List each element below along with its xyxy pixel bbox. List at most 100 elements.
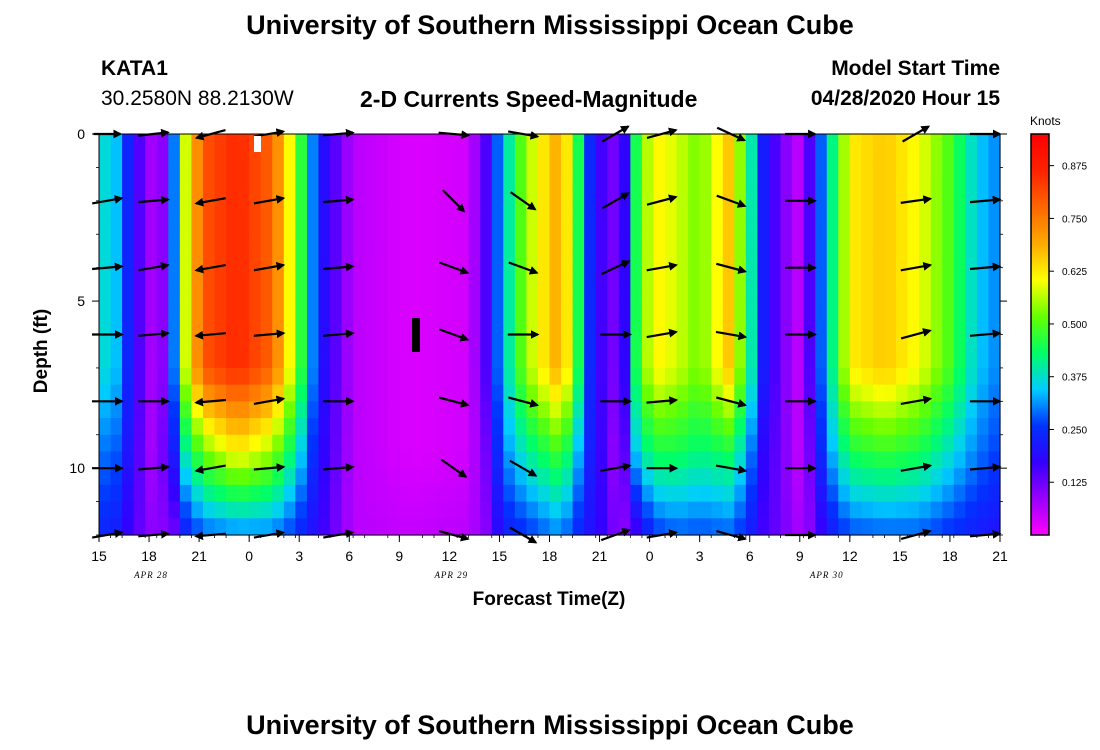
heatmap-cell (722, 468, 735, 486)
heatmap-cell (861, 434, 874, 453)
heatmap-cell (410, 234, 424, 252)
heatmap-cell (457, 150, 470, 169)
heatmap-cell (422, 501, 435, 519)
heatmap-cell (884, 150, 897, 169)
heatmap-cell (283, 501, 296, 519)
heatmap-cell (503, 418, 516, 436)
heatmap-cell (526, 351, 539, 369)
heatmap-cell (757, 401, 770, 419)
heatmap-cell (214, 200, 227, 219)
heatmap-cell (122, 468, 135, 486)
heatmap-cell (214, 518, 227, 536)
heatmap-cell (711, 418, 724, 436)
heatmap-cell (318, 501, 331, 519)
heatmap-cell (630, 501, 643, 519)
heatmap-cell (179, 401, 193, 419)
heatmap-cell (595, 134, 608, 152)
heatmap-cell (953, 217, 966, 235)
heatmap-cell (306, 334, 320, 352)
heatmap-cell (595, 317, 608, 336)
heatmap-cell (607, 200, 620, 219)
heatmap-cell (306, 150, 320, 169)
heatmap-cell (249, 217, 262, 235)
heatmap-cell (930, 518, 943, 536)
heatmap-cell (942, 301, 955, 319)
heatmap-cell (480, 401, 493, 419)
heatmap-cell (711, 200, 724, 219)
heatmap-cell (526, 184, 539, 202)
heatmap-cell (422, 384, 435, 402)
heatmap-cell (653, 501, 666, 519)
heatmap-cell (699, 167, 712, 185)
heatmap-cell (907, 484, 920, 503)
heatmap-cell (491, 150, 504, 169)
heatmap-cell (549, 150, 562, 169)
heatmap-cell (283, 401, 296, 419)
heatmap-cell (422, 334, 435, 352)
heatmap-cell (792, 484, 805, 503)
heatmap-cell (792, 184, 805, 202)
heatmap-cell (457, 351, 470, 369)
heatmap-cell (110, 384, 123, 402)
heatmap-cell (214, 451, 227, 469)
heatmap-cell (283, 518, 296, 536)
heatmap-cell (99, 301, 112, 319)
current-vector-arrow (646, 261, 678, 272)
heatmap-cell (191, 418, 204, 436)
heatmap-cell (988, 484, 1001, 503)
heatmap-cell (503, 217, 516, 235)
heatmap-cell (641, 334, 655, 352)
heatmap-cell (433, 501, 447, 519)
heatmap-cell (376, 434, 389, 453)
heatmap-cell (688, 418, 701, 436)
heatmap-cell (699, 418, 712, 436)
heatmap-cell (260, 468, 273, 486)
heatmap-cell (191, 250, 204, 269)
heatmap-cell (202, 434, 216, 453)
heatmap-cell (607, 367, 620, 386)
heatmap-cell (572, 484, 585, 503)
heatmap-cell (468, 234, 481, 252)
heatmap-cell (491, 518, 504, 536)
heatmap-cell (503, 250, 516, 269)
current-vector-arrow (509, 459, 538, 477)
colorbar-tick-label: 0.500 (1062, 320, 1087, 331)
heatmap-cell (988, 434, 1001, 453)
heatmap-cell (260, 501, 273, 519)
heatmap-cell (457, 451, 470, 469)
heatmap-cell (364, 150, 377, 169)
heatmap-cell (168, 267, 181, 285)
heatmap-cell (896, 217, 909, 235)
heatmap-cell (156, 418, 169, 436)
heatmap-cell (179, 501, 193, 519)
heatmap-cell (699, 267, 712, 285)
heatmap-cell (942, 134, 955, 152)
heatmap-cell (711, 501, 724, 519)
heatmap-cell (249, 401, 262, 419)
heatmap-cell (919, 284, 932, 302)
heatmap-cell (249, 150, 262, 169)
heatmap-cell (561, 234, 574, 252)
heatmap-cell (422, 367, 435, 386)
heatmap-cell (156, 267, 169, 285)
heatmap-cell (930, 434, 943, 453)
heatmap-cell (549, 217, 562, 235)
heatmap-cell (722, 401, 735, 419)
heatmap-cell (849, 234, 862, 252)
heatmap-cell (433, 401, 447, 419)
heatmap-cell (930, 451, 943, 469)
heatmap-cell (641, 501, 655, 519)
heatmap-cell (433, 134, 447, 152)
x-tick-label: 18 (542, 548, 558, 564)
heatmap-cell (722, 301, 735, 319)
heatmap-cell (503, 351, 516, 369)
heatmap-cell (179, 367, 193, 386)
heatmap-cell (849, 401, 862, 419)
heatmap-cell (237, 200, 250, 219)
heatmap-cell (653, 434, 666, 453)
heatmap-cell (387, 367, 400, 386)
heatmap-cell (376, 351, 389, 369)
heatmap-cell (653, 351, 666, 369)
heatmap-cell (907, 451, 920, 469)
heatmap-cell (607, 317, 620, 336)
